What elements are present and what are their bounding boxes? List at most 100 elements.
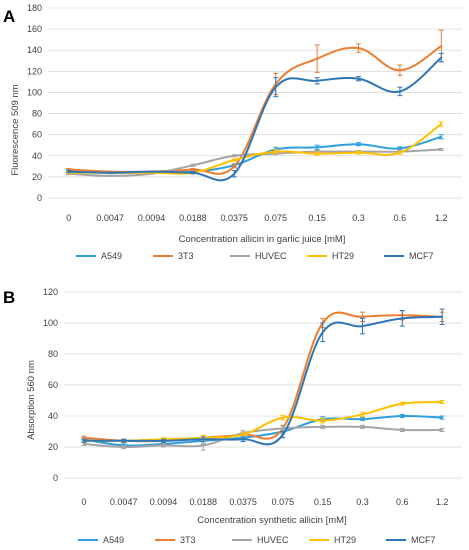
panel-b-legend-item-a549: A549 [78, 535, 124, 545]
panel-b-error-bar [360, 424, 365, 429]
panel-b-y-tick-label: 0 [53, 473, 58, 483]
panel-a-legend-label: HUVEC [255, 251, 287, 261]
panel-b-error-bar [320, 417, 326, 424]
panel-b-y-tick-label: 40 [48, 411, 58, 421]
panel-b-legend-label: MCF7 [411, 535, 436, 545]
panel-b-error-bar [360, 317, 365, 335]
panel-b-series [81, 308, 445, 451]
panel-b-error-bar [439, 415, 445, 420]
panel-b-letter: B [3, 288, 15, 307]
panel-b-x-axis-title: Concentration synthetic allicin [mM] [197, 515, 346, 526]
panel-b-series-huvec [81, 424, 445, 451]
panel-b-x-tick-label: 0.6 [396, 497, 409, 507]
panel-a-x-tick-label: 0.3 [352, 213, 365, 223]
panel-a-y-axis-title: Fluorescence 509 nm [10, 84, 21, 175]
panel-b-legend-label: A549 [103, 535, 124, 545]
panel-b-y-axis-title: Absorption 560 nm [26, 360, 37, 440]
panel-a-error-bar [314, 77, 320, 85]
panel-b-y-tick-label: 60 [48, 380, 58, 390]
panel-b-error-bar [399, 427, 405, 432]
panel-a-legend-label: MCF7 [409, 251, 434, 261]
panel-a-error-bar [190, 163, 196, 167]
panel-a-error-bar [231, 158, 237, 162]
panel-b-line-a549 [82, 414, 444, 447]
panel-b-error-bar [360, 411, 365, 418]
panel-a-error-bar [397, 150, 403, 155]
panel-b-legend-label: HUVEC [257, 535, 289, 545]
panel-b-legend-item-3t3: 3T3 [155, 535, 196, 545]
panel-a-letter: A [3, 7, 15, 26]
panel-a-legend-label: 3T3 [178, 251, 194, 261]
panel-a-y-tick-label: 140 [27, 45, 42, 55]
panel-a-line-mcf7 [67, 56, 443, 182]
panel-b-line-huvec [82, 425, 444, 449]
panel-b-error-bar [161, 443, 166, 448]
panel-b-error-bar [320, 322, 326, 343]
panel-a-legend-item-huvec: HUVEC [230, 251, 287, 261]
panel-b-x-tick-label: 0 [81, 497, 86, 507]
panel-a-y-tick-label: 100 [27, 87, 42, 97]
panel-a-y-tick-label: 180 [27, 3, 42, 13]
panel-b-y-ticks: 0 20 40 60 80 100 120 [43, 287, 58, 483]
panel-a-y-tick-label: 40 [32, 151, 42, 161]
panel-b-x-ticks: 0 0.0047 0.0094 0.0188 0.0375 0.075 0.15 0.3 0.6… [81, 497, 448, 507]
panel-b-error-bar [399, 401, 405, 406]
panel-a-legend-item-ht29: HT29 [307, 251, 354, 261]
panel-b: B Absorption 560 nm Concentration synthe… [3, 287, 462, 545]
panel-a-error-bar [397, 64, 403, 77]
panel-b-y-tick-label: 120 [43, 287, 58, 297]
panel-a-error-bar [438, 134, 444, 140]
panel-b-error-bar [439, 427, 445, 432]
panel-b-error-bar [240, 436, 246, 443]
panel-b-error-bar [399, 310, 405, 327]
panel-b-error-bar [121, 438, 127, 443]
panel-b-error-bar [280, 431, 286, 439]
panel-a-y-tick-label: 0 [37, 193, 42, 203]
panel-b-error-bar [360, 417, 365, 422]
panel-a-error-bar [273, 148, 279, 155]
panel-a-error-bar [190, 167, 196, 172]
panel-a-error-bar [356, 150, 361, 155]
panel-b-legend-label: HT29 [334, 535, 356, 545]
panel-a-error-bar [149, 170, 154, 173]
panel-a-x-axis-title: Concentration allicin in garlic juice [m… [179, 234, 346, 245]
panel-a-y-tick-label: 120 [27, 66, 42, 76]
panel-a-error-bar [438, 147, 444, 151]
panel-a-error-bar [356, 142, 361, 147]
panel-b-error-bar [81, 438, 87, 443]
panel-a-x-tick-label: 0.075 [264, 213, 287, 223]
panel-a-legend-item-mcf7: MCF7 [384, 251, 434, 261]
panel-b-x-tick-label: 0.0188 [190, 497, 218, 507]
panel-a-error-bar [438, 121, 444, 127]
panel-b-gridlines [64, 291, 462, 479]
panel-a-y-tick-label: 160 [27, 24, 42, 34]
panel-b-line-3t3 [82, 311, 444, 443]
panel-a-error-bar [107, 171, 113, 174]
panel-b-error-bar [439, 400, 445, 405]
panel-a-x-tick-label: 0.0094 [138, 213, 166, 223]
panel-a-error-bar [314, 44, 320, 73]
panel-b-error-bar [399, 413, 405, 419]
panel-b-x-tick-label: 0.0094 [150, 497, 178, 507]
panel-a-error-bar [356, 76, 361, 82]
panel-a-x-ticks: 0 0.0047 0.0094 0.0188 0.0375 0.075 0.15 0.3 0.6… [66, 213, 447, 223]
panel-a-error-bar [314, 144, 320, 150]
panel-a-y-ticks: 0 20 40 60 80 100 120 140 160 180 [27, 3, 42, 203]
panel-b-x-tick-label: 0.15 [314, 497, 332, 507]
panel-a-legend-item-3t3: 3T3 [153, 251, 194, 261]
panel-b-series-mcf7 [81, 308, 445, 446]
panel-a-x-tick-label: 0.6 [394, 213, 407, 223]
panel-a-y-tick-label: 20 [32, 172, 42, 182]
panel-b-y-tick-label: 80 [48, 349, 58, 359]
panel-a-error-bar [107, 174, 113, 177]
panel-a-series-mcf7 [66, 52, 444, 182]
panel-a-y-tick-label: 80 [32, 109, 42, 119]
panel-b-legend-label: 3T3 [180, 535, 196, 545]
panel-b-legend: A549 3T3 HUVEC HT29 MCF7 [78, 535, 436, 545]
panel-a-error-bar [397, 146, 403, 151]
panel-a-legend: A549 3T3 HUVEC HT29 MCF7 [76, 251, 434, 261]
panel-b-error-bar [280, 414, 286, 421]
panel-b-y-tick-label: 20 [48, 442, 58, 452]
panel-a-error-bar [438, 52, 444, 63]
